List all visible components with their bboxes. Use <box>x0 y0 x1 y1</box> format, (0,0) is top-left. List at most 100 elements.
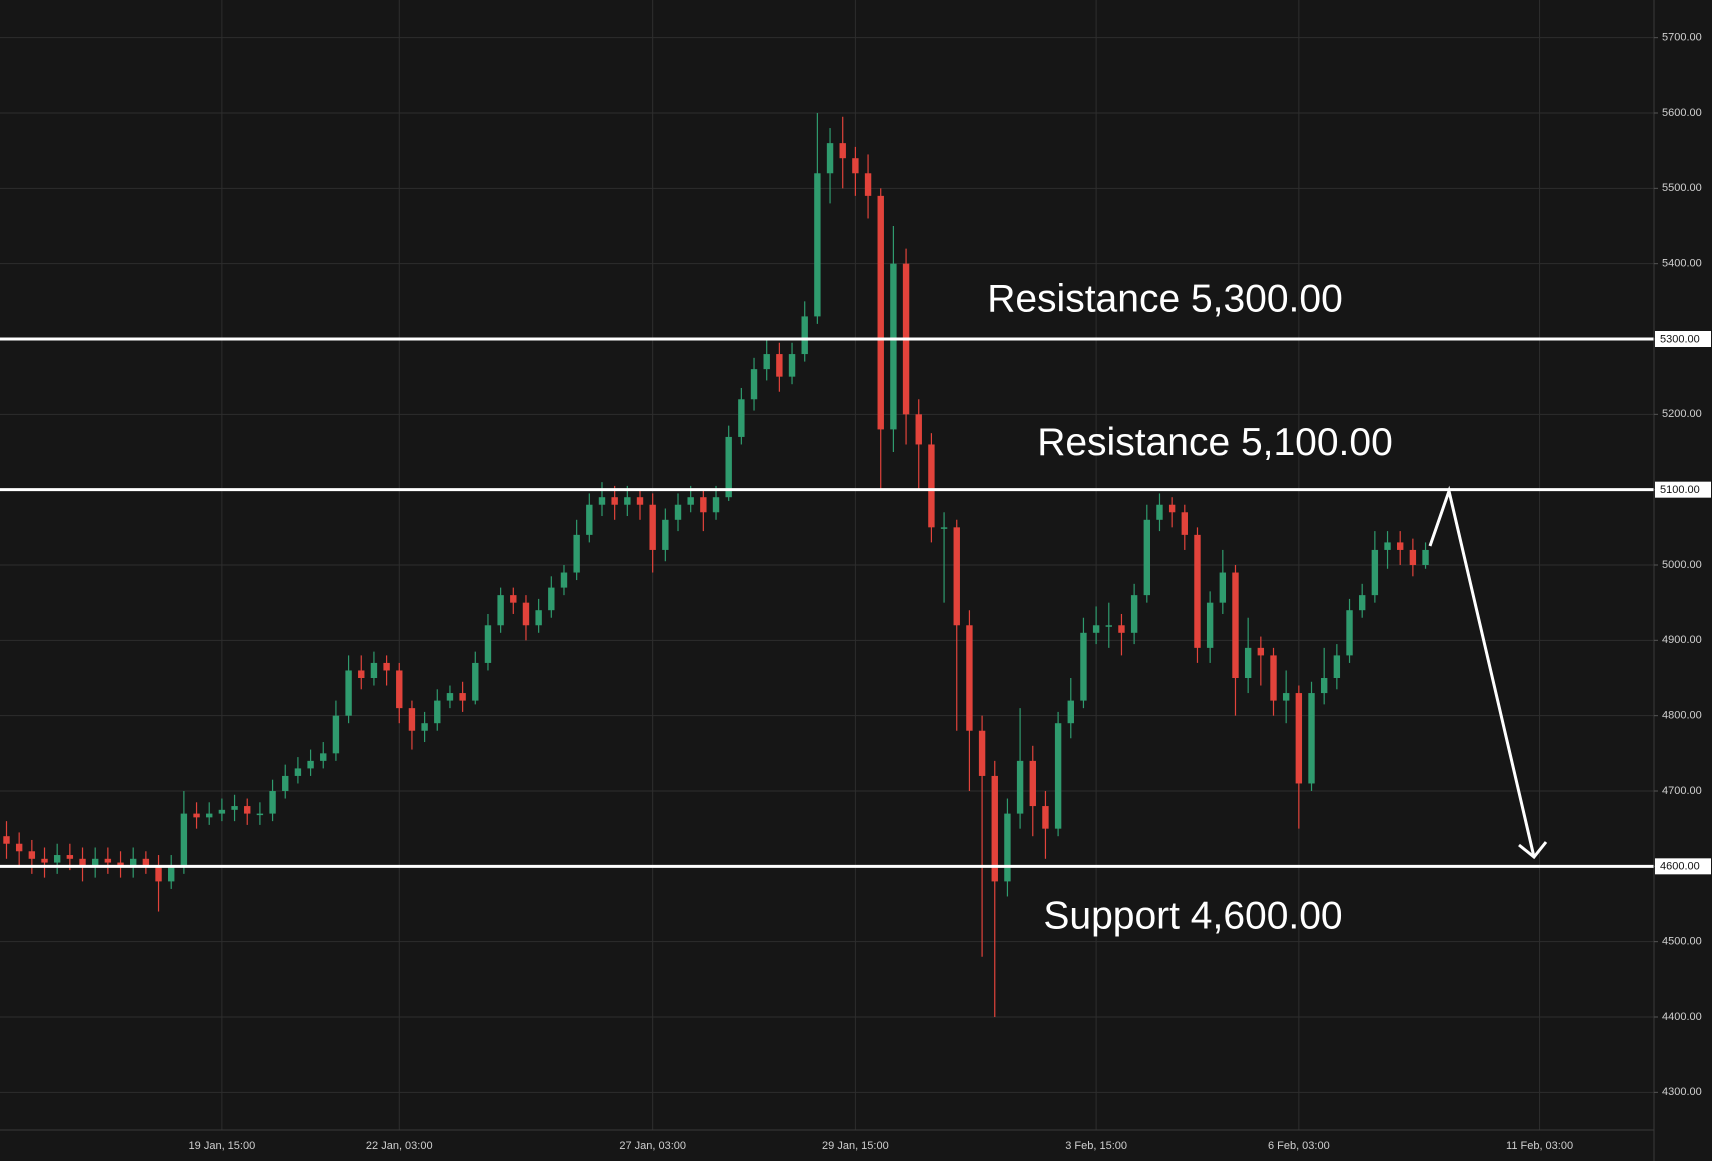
candle-body <box>991 775 998 882</box>
candle-body <box>1156 504 1163 520</box>
y-tick-label: 4800.00 <box>1662 710 1702 722</box>
candle-body <box>535 610 542 626</box>
candle-body <box>421 723 428 731</box>
candle-body <box>117 862 124 867</box>
level-label: Resistance 5,100.00 <box>1037 421 1393 464</box>
level-badge-label: 5300.00 <box>1660 333 1700 345</box>
candle-body <box>307 760 314 769</box>
candle-body <box>1422 549 1429 565</box>
candle-body <box>788 354 796 377</box>
level-badge-label: 4600.00 <box>1660 861 1700 873</box>
candle-body <box>370 662 378 678</box>
candle-body <box>104 858 112 863</box>
level-badge <box>1655 481 1711 498</box>
candle-body <box>282 775 289 791</box>
candle-body <box>193 813 200 818</box>
candle-body <box>53 855 61 863</box>
candle-body <box>915 414 922 445</box>
level-label: Support 4,600.00 <box>1043 895 1342 938</box>
candle-body <box>358 670 365 678</box>
candle-body <box>231 806 238 810</box>
x-tick-label: 19 Jan, 15:00 <box>189 1140 256 1152</box>
candle-body <box>953 527 960 626</box>
candle-body <box>1409 549 1417 565</box>
candle-body <box>814 173 821 317</box>
candle-body <box>1092 625 1100 633</box>
candle-body <box>598 497 606 505</box>
candle-body <box>725 436 732 498</box>
candle-body <box>244 806 251 814</box>
y-tick-label: 4700.00 <box>1662 785 1702 797</box>
candle-body <box>1118 625 1125 633</box>
candle-body <box>890 263 897 430</box>
x-tick-label: 6 Feb, 03:00 <box>1268 1140 1330 1152</box>
candle-body <box>763 354 770 370</box>
candle-body <box>218 809 226 814</box>
y-tick-label: 5200.00 <box>1662 408 1702 420</box>
candle-body <box>750 369 758 400</box>
candle-body <box>408 708 416 731</box>
candle-body <box>1143 519 1150 596</box>
levels: Resistance 5,300.00 Resistance 5,100.00 Su… <box>0 277 1654 938</box>
candle-body <box>332 715 340 754</box>
candle-body <box>168 866 175 882</box>
y-tick-label: 4900.00 <box>1662 634 1702 646</box>
candle-body <box>180 813 188 867</box>
y-tick-label: 5000.00 <box>1662 559 1702 571</box>
x-tick-label: 11 Feb, 03:00 <box>1506 1140 1573 1152</box>
candle-body <box>776 354 783 377</box>
candle-body <box>636 497 644 505</box>
candle-body <box>142 858 150 867</box>
candle-body <box>852 158 859 174</box>
candle-body <box>320 753 327 761</box>
candle-body <box>978 730 986 776</box>
candle-body <box>586 504 593 535</box>
candle-body <box>1194 534 1201 648</box>
candle-body <box>1270 655 1277 701</box>
x-tick-label: 3 Feb, 15:00 <box>1065 1140 1127 1152</box>
candle-body <box>446 693 454 701</box>
candle-body <box>1168 504 1176 513</box>
candle-body <box>294 768 302 776</box>
candle-body <box>624 497 631 505</box>
candle-body <box>66 855 74 859</box>
candle-body <box>345 670 352 716</box>
candle-body <box>1282 693 1290 701</box>
candle-body <box>1016 760 1024 814</box>
candle-body <box>1371 549 1379 596</box>
candle-body <box>1054 723 1062 829</box>
candle-body <box>712 497 720 513</box>
y-tick-label: 5700.00 <box>1662 32 1702 44</box>
candle-body <box>1042 806 1049 829</box>
candle-body <box>256 813 264 816</box>
candle-body <box>497 595 504 626</box>
candle-body <box>1232 572 1239 678</box>
y-tick-label: 4400.00 <box>1662 1011 1702 1023</box>
candle-body <box>206 813 213 818</box>
candle-body <box>269 791 276 814</box>
y-tick-label: 5400.00 <box>1662 258 1702 270</box>
candle-body <box>1333 655 1341 678</box>
candle-body <box>15 843 23 852</box>
candle-body <box>548 587 555 611</box>
candle-body <box>459 693 466 701</box>
arrow-path <box>1428 485 1536 858</box>
candle-body <box>396 670 403 709</box>
candle-body <box>1067 700 1074 724</box>
candle-body <box>383 662 390 671</box>
candle-body <box>79 858 86 867</box>
candle-body <box>662 519 669 550</box>
candle-body <box>1206 602 1214 648</box>
candle-body <box>484 625 492 663</box>
candle-body <box>1397 542 1404 550</box>
candle-body <box>1346 610 1353 656</box>
candle-body <box>1080 632 1087 701</box>
candle-body <box>91 858 99 867</box>
candle-body <box>472 662 479 701</box>
candle-body <box>1004 813 1011 882</box>
y-tick-label: 4500.00 <box>1662 936 1702 948</box>
level-badge-label: 5100.00 <box>1660 484 1700 496</box>
candle-body <box>1029 760 1036 807</box>
candles <box>3 113 1429 1017</box>
